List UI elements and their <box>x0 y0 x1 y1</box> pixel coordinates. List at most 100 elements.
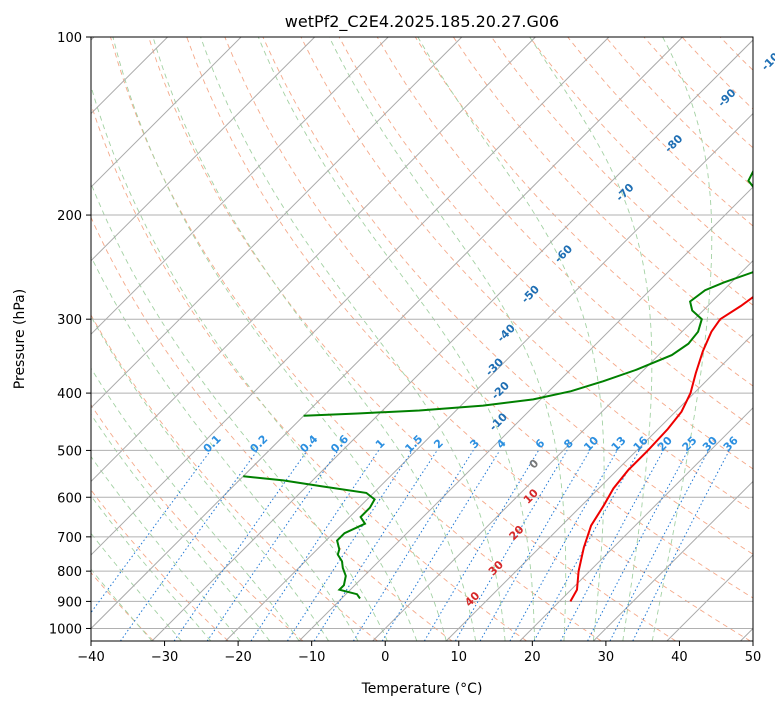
dry-adiabat <box>110 37 602 641</box>
dry-adiabat <box>91 314 378 641</box>
mixing-ratio-label: 0.6 <box>328 432 351 455</box>
y-tick-label: 600 <box>57 491 82 506</box>
moist-adiabat <box>200 37 506 641</box>
plot-area <box>91 37 753 641</box>
dry-adiabat-label: -20 <box>489 379 512 402</box>
x-axis-label: Temperature (°C) <box>361 681 483 697</box>
mixing-ratio-label: 1 <box>373 437 388 452</box>
isotherm <box>519 407 753 641</box>
y-tick-label: 500 <box>57 444 82 459</box>
dry-adiabat-label: -60 <box>552 242 575 265</box>
moist-adiabat-label: 20 <box>507 523 527 543</box>
mixing-ratio-line <box>587 450 689 641</box>
profile-line-3 <box>303 169 753 417</box>
x-tick-label: −30 <box>151 650 178 665</box>
isotherm <box>225 112 753 641</box>
moist-adiabat <box>91 84 418 641</box>
mixing-ratio-line <box>609 450 709 641</box>
dry-adiabat <box>262 37 753 555</box>
moist-adiabat <box>651 37 713 641</box>
mixing-ratio-line <box>286 450 413 641</box>
dry-adiabat <box>605 37 753 188</box>
y-tick-label: 800 <box>57 565 82 580</box>
y-axis-label: Pressure (hPa) <box>12 289 28 389</box>
moist-adiabat-label: 30 <box>486 558 506 578</box>
dry-adiabat <box>529 37 753 267</box>
y-tick-label: 100 <box>57 31 82 46</box>
mixing-ratio-label: 3 <box>468 437 483 452</box>
y-tick-label: 1000 <box>49 622 82 637</box>
mixing-ratio-label: 1.5 <box>402 432 425 455</box>
x-tick-label: 0 <box>381 650 389 665</box>
axes: −40 −30 −20 −10 0 10 20 30 40 5010020030040050060… <box>49 31 761 665</box>
dry-adiabat-label: -100 <box>759 44 775 73</box>
mixing-ratio-label: 0.1 <box>201 432 224 455</box>
mixing-ratio-label: 8 <box>561 437 576 452</box>
isotherm <box>298 186 753 641</box>
moist-adiabat <box>257 37 535 641</box>
mixing-ratio-line <box>250 450 380 641</box>
isotherm <box>91 37 610 556</box>
mixing-ratio-line <box>313 450 438 641</box>
isotherm <box>91 37 683 630</box>
isotherm <box>91 37 389 335</box>
isotherm <box>91 37 463 409</box>
x-tick-label: −20 <box>224 650 251 665</box>
x-tick-label: 10 <box>451 650 468 665</box>
profile-line-2 <box>243 475 376 600</box>
dry-adiabat <box>567 37 753 227</box>
dry-adiabat <box>91 489 229 641</box>
isotherm <box>445 333 753 641</box>
mixing-ratio-label: 0.4 <box>297 432 320 455</box>
dry-adiabat <box>224 37 753 599</box>
dry-adiabat <box>91 216 453 641</box>
dry-adiabat <box>414 37 753 387</box>
isotherm <box>91 37 242 188</box>
dry-adiabat <box>91 403 304 641</box>
dry-adiabat <box>300 37 753 512</box>
moist-adiabat <box>91 182 388 641</box>
mixing-ratio-line <box>173 450 308 641</box>
isotherm <box>740 627 753 641</box>
dry-adiabat-label: -80 <box>662 132 685 155</box>
dry-adiabat-label: -90 <box>715 86 738 109</box>
x-tick-label: −10 <box>298 650 325 665</box>
moist-adiabat <box>91 495 212 641</box>
mixing-ratio-line <box>632 450 730 641</box>
x-tick-label: 50 <box>745 650 762 665</box>
x-tick-label: −40 <box>77 650 104 665</box>
chart-title: wetPf2_C2E4.2025.185.20.27.G06 <box>285 12 559 32</box>
moist-adiabat <box>91 455 241 641</box>
mixing-ratio-line <box>381 450 501 641</box>
dry-adiabat <box>491 37 753 306</box>
isotherm <box>666 554 753 641</box>
mixing-ratio-line <box>206 450 339 641</box>
isotherm <box>91 37 536 483</box>
mixing-ratio-line <box>560 450 664 641</box>
moist-adiabat <box>91 532 182 641</box>
moist-adiabat <box>91 255 359 641</box>
isotherm <box>372 259 753 641</box>
moist-adiabat <box>112 37 447 641</box>
plot-frame <box>90 36 754 642</box>
y-tick-label: 400 <box>57 387 82 402</box>
dry-adiabat-label: -70 <box>613 181 636 204</box>
y-tick-label: 300 <box>57 313 82 328</box>
mixing-ratio-label: 13 <box>609 434 629 454</box>
moist-adiabat <box>91 568 153 641</box>
moist-adiabat <box>91 413 271 641</box>
dry-adiabat <box>148 37 676 641</box>
dry-adiabat <box>643 37 753 149</box>
mixing-ratio-label: 2 <box>431 437 446 452</box>
isotherm <box>151 39 753 641</box>
mixing-ratio-line <box>352 450 474 641</box>
dry-adiabat <box>91 571 154 641</box>
mixing-ratio-line <box>119 450 258 641</box>
x-tick-label: 20 <box>524 650 541 665</box>
moist-adiabat <box>152 37 477 641</box>
mixing-ratio-line <box>91 450 212 614</box>
dry-adiabat-label: -40 <box>495 321 518 344</box>
moist-adiabat <box>328 37 567 641</box>
isotherm <box>593 480 753 641</box>
